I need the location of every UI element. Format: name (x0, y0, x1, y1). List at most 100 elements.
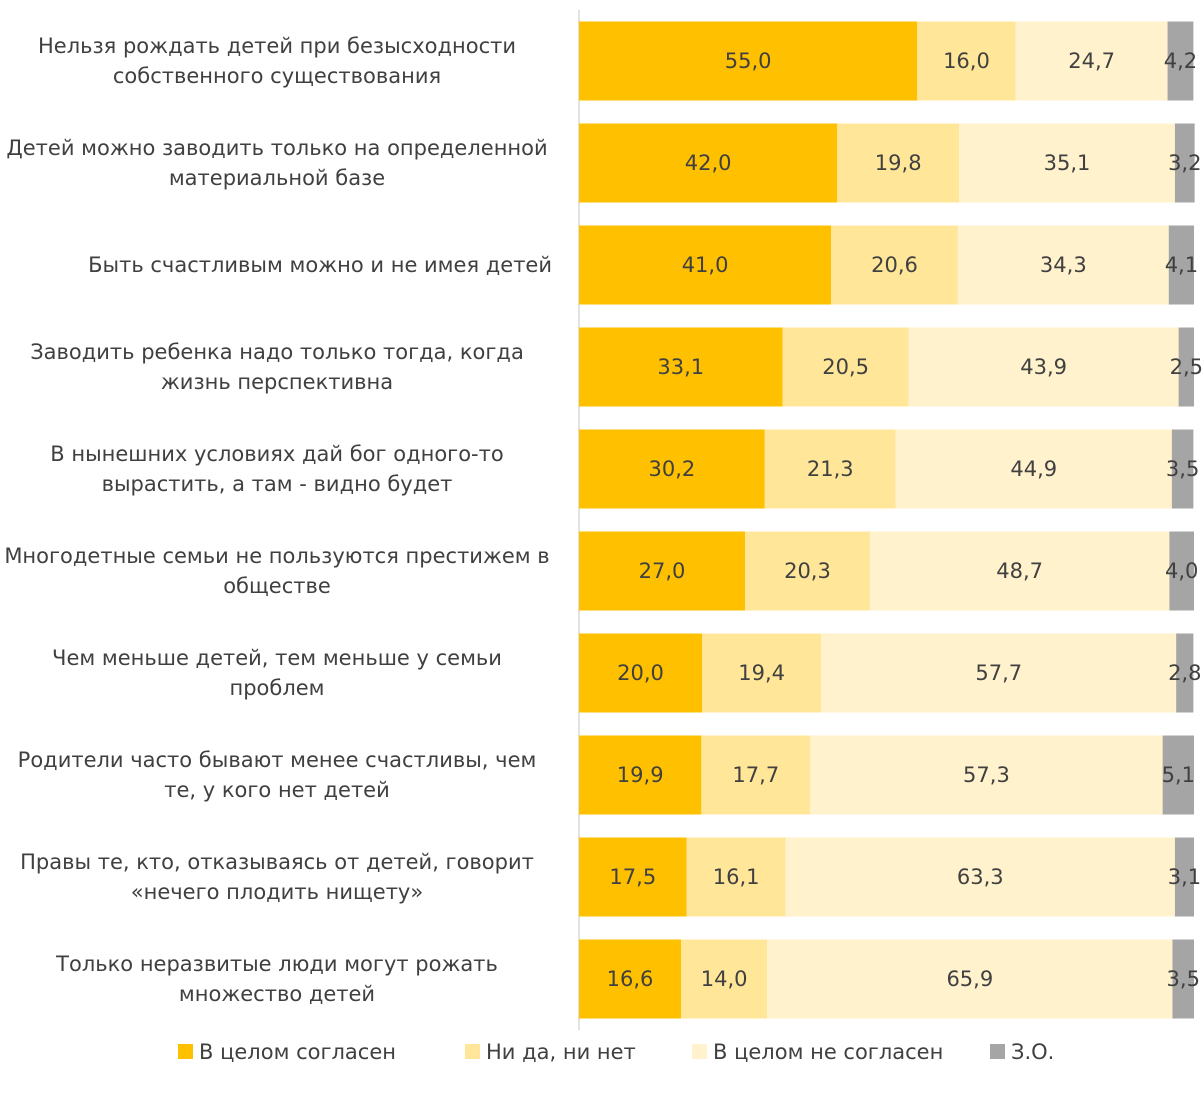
value-label: 4,0 (1165, 559, 1198, 583)
value-label: 30,2 (648, 457, 695, 481)
bar-segment (579, 327, 783, 407)
bar-segment (959, 123, 1175, 203)
bar-segment (579, 429, 765, 509)
bar-segment (701, 735, 811, 815)
bar-segment (579, 21, 918, 101)
legend-swatch (692, 1044, 707, 1059)
value-label: 21,3 (807, 457, 854, 481)
value-label: 4,1 (1165, 253, 1198, 277)
bar-segment (1172, 939, 1194, 1019)
value-label: 14,0 (701, 967, 748, 991)
bar-segment (579, 939, 682, 1019)
category-label: Многодетные семьи не пользуются престиже… (2, 531, 552, 611)
value-label: 16,1 (713, 865, 760, 889)
value-label: 3,5 (1167, 967, 1200, 991)
value-label: 19,8 (875, 151, 922, 175)
bar-segment (785, 837, 1175, 917)
bar-segment (1171, 429, 1194, 509)
value-label: 48,7 (996, 559, 1043, 583)
category-text: Родители часто бывают менее счастливы, ч… (17, 748, 537, 802)
bar-segment (681, 939, 768, 1019)
category-label: Нельзя рождать детей при безысходности с… (2, 21, 552, 101)
value-label: 19,4 (738, 661, 785, 685)
bar-segment (579, 735, 702, 815)
category-label: Быть счастливым можно и не имея детей (2, 225, 552, 305)
bar-segment (1174, 123, 1195, 203)
bar-segment (821, 633, 1177, 713)
legend-swatch (990, 1044, 1005, 1059)
value-label: 19,9 (617, 763, 664, 787)
value-label: 55,0 (725, 49, 772, 73)
value-label: 57,7 (975, 661, 1022, 685)
bar-segment (1169, 531, 1194, 611)
value-label: 33,1 (657, 355, 704, 379)
category-label: Только неразвитые люди могут рожать множ… (2, 939, 552, 1019)
category-label: В нынешних условиях дай бог одного-то вы… (2, 429, 552, 509)
value-label: 3,5 (1166, 457, 1199, 481)
bar-segment (895, 429, 1172, 509)
bar-segment (782, 327, 909, 407)
value-label: 20,6 (871, 253, 918, 277)
value-label: 3,2 (1168, 151, 1201, 175)
bar-segment (579, 837, 687, 917)
value-label: 24,7 (1068, 49, 1115, 73)
value-label: 63,3 (957, 865, 1004, 889)
bar-segment (767, 939, 1173, 1019)
legend-swatch (465, 1044, 480, 1059)
category-text: Многодетные семьи не пользуются престиже… (4, 544, 550, 598)
bar-segment (810, 735, 1163, 815)
bar-segment (917, 21, 1016, 101)
bar-segment (1178, 327, 1194, 407)
bar-segment (686, 837, 786, 917)
category-text: Нельзя рождать детей при безысходности с… (37, 34, 517, 88)
legend-label: З.О. (1011, 1040, 1054, 1064)
value-label: 3,1 (1168, 865, 1201, 889)
category-label: Заводить ребенка надо только тогда, когд… (2, 327, 552, 407)
value-label: 43,9 (1020, 355, 1067, 379)
category-text: Чем меньше детей, тем меньше у семьи про… (52, 646, 502, 700)
bar-segment (837, 123, 960, 203)
category-text: Правы те, кто, отказываясь от детей, гов… (20, 850, 534, 904)
bar-segment (869, 531, 1170, 611)
value-label: 2,8 (1168, 661, 1201, 685)
value-label: 4,2 (1164, 49, 1197, 73)
bar-segment (579, 225, 832, 305)
category-text: В нынешних условиях дай бог одного-то вы… (50, 442, 504, 496)
value-label: 57,3 (963, 763, 1010, 787)
bar-segment (1015, 21, 1168, 101)
bar-segment (1174, 837, 1194, 917)
legend-label: В целом согласен (199, 1040, 396, 1064)
bar-segment (908, 327, 1179, 407)
value-label: 20,0 (617, 661, 664, 685)
value-label: 16,0 (943, 49, 990, 73)
value-label: 44,9 (1010, 457, 1057, 481)
bar-segment (831, 225, 958, 305)
bar-segment (579, 633, 702, 713)
category-label: Родители часто бывают менее счастливы, ч… (2, 735, 552, 815)
category-text: Заводить ребенка надо только тогда, когд… (30, 340, 524, 394)
category-text: Детей можно заводить только на определен… (6, 136, 548, 190)
category-text: Только неразвитые люди могут рожать множ… (56, 952, 498, 1006)
value-label: 16,6 (607, 967, 654, 991)
category-label: Детей можно заводить только на определен… (2, 123, 552, 203)
bar-segment (1167, 21, 1194, 101)
value-label: 20,3 (784, 559, 831, 583)
legend-label: Ни да, ни нет (486, 1040, 636, 1064)
value-label: 65,9 (946, 967, 993, 991)
bar-segment (745, 531, 870, 611)
bar-segment (579, 123, 838, 203)
legend-label: В целом не согласен (713, 1040, 943, 1064)
value-label: 2,5 (1170, 355, 1203, 379)
category-text: Быть счастливым можно и не имея детей (88, 253, 552, 277)
bar-segment (1168, 225, 1194, 305)
category-label: Правы те, кто, отказываясь от детей, гов… (2, 837, 552, 917)
bar-segment (702, 633, 822, 713)
bar-segment (764, 429, 896, 509)
value-label: 27,0 (639, 559, 686, 583)
value-label: 17,7 (732, 763, 779, 787)
legend-swatch (178, 1044, 193, 1059)
value-label: 35,1 (1044, 151, 1091, 175)
value-label: 17,5 (609, 865, 656, 889)
